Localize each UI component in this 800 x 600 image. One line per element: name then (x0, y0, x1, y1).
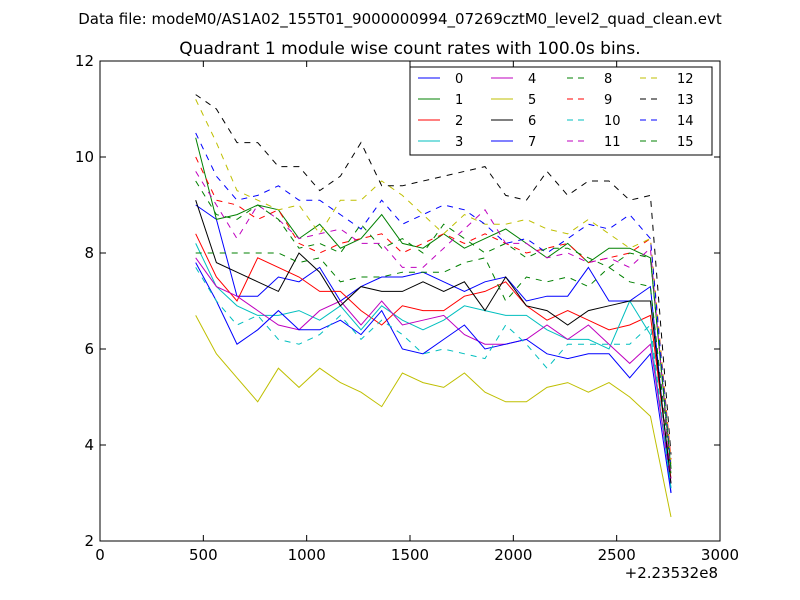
chart-title: Quadrant 1 module wise count rates with … (179, 39, 640, 59)
y-tick-label: 10 (75, 148, 94, 166)
series-line-14 (195, 132, 672, 470)
legend-label-4: 4 (528, 72, 536, 87)
x-tick-label: 2500 (598, 546, 636, 564)
legend-label-7: 7 (528, 135, 536, 150)
legend-label-3: 3 (455, 135, 463, 150)
x-tick-label: 2000 (494, 546, 532, 564)
series-line-5 (195, 315, 672, 518)
series-line-3 (195, 243, 672, 489)
y-tick-label: 2 (84, 532, 94, 550)
series-line-2 (195, 233, 672, 479)
series-layer (195, 94, 672, 518)
y-tick-label: 4 (84, 436, 94, 454)
legend-label-12: 12 (677, 72, 694, 87)
legend-label-2: 2 (455, 114, 463, 129)
legend-label-10: 10 (604, 114, 621, 129)
chart-suptitle: Data file: modeM0/AS1A02_155T01_90000009… (78, 10, 722, 29)
legend-label-8: 8 (604, 72, 612, 87)
y-tick-label: 8 (84, 244, 94, 262)
series-line-1 (195, 137, 672, 470)
series-line-6 (195, 200, 672, 484)
legend-label-1: 1 (455, 93, 463, 108)
series-line-4 (195, 257, 672, 484)
x-tick-label: 3000 (701, 546, 739, 564)
legend-label-13: 13 (677, 93, 694, 108)
series-line-10 (195, 267, 672, 489)
series-line-11 (195, 171, 672, 479)
legend-label-9: 9 (604, 93, 612, 108)
legend-label-6: 6 (528, 114, 536, 129)
series-line-7 (195, 262, 672, 494)
y-tick-label: 6 (84, 340, 94, 358)
legend-label-5: 5 (528, 93, 536, 108)
legend-label-14: 14 (677, 114, 694, 129)
legend-label-0: 0 (455, 72, 463, 87)
x-tick-label: 0 (95, 546, 105, 564)
series-line-0 (195, 204, 672, 494)
legend-box (409, 66, 713, 156)
legend-label-15: 15 (677, 135, 694, 150)
y-tick-label: 12 (75, 52, 94, 70)
legend-label-11: 11 (604, 135, 621, 150)
series-line-15 (195, 180, 672, 470)
x-axis-offset-label: +2.23532e8 (625, 564, 718, 582)
series-line-13 (195, 94, 672, 455)
series-line-8 (195, 252, 672, 474)
x-tick-label: 500 (189, 546, 218, 564)
x-tick-label: 1000 (288, 546, 326, 564)
x-tick-label: 1500 (391, 546, 429, 564)
